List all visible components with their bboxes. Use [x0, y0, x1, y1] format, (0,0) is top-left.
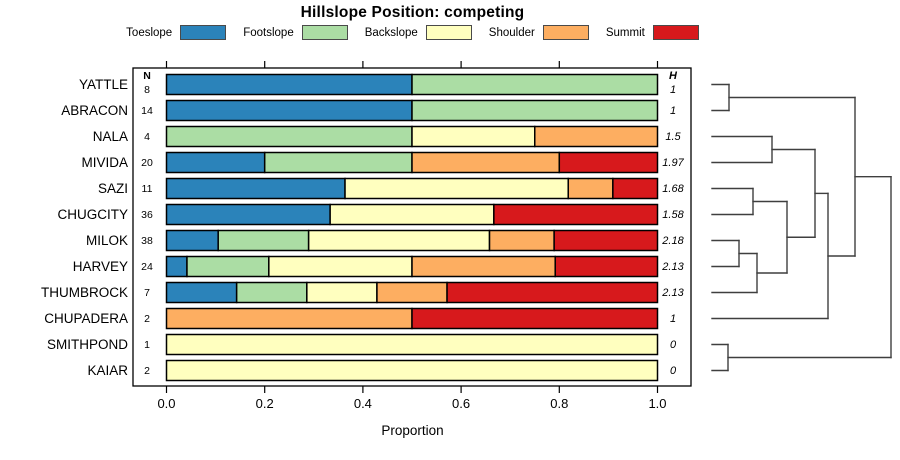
- n-value: 2: [144, 312, 150, 325]
- bar-segment-summit: [558, 151, 659, 174]
- n-value: 2: [144, 364, 150, 377]
- h-value: 1: [669, 312, 677, 325]
- legend-item: Backslope: [365, 25, 472, 40]
- h-value: 1.68: [662, 182, 684, 195]
- plot-box: [132, 67, 692, 387]
- h-value: 0: [669, 338, 677, 351]
- n-value: 20: [141, 156, 153, 169]
- legend-label: Summit: [605, 26, 645, 39]
- h-column-header: H: [669, 70, 677, 82]
- legend-swatch-icon: [301, 25, 348, 40]
- legend-swatch-icon: [542, 25, 589, 40]
- h-value: 1.58: [662, 208, 684, 221]
- bar-segment-summit: [411, 307, 659, 330]
- bar-segment-summit: [553, 229, 659, 252]
- legend-label: Backslope: [364, 26, 418, 39]
- legend-label: Toeslope: [126, 26, 173, 39]
- x-tick-label: 0.0: [157, 396, 176, 411]
- legend-item: Shoulder: [489, 25, 589, 40]
- row-label: SMITHPOND: [47, 336, 128, 352]
- h-value: 1.5: [665, 130, 681, 143]
- n-value: 14: [141, 104, 153, 117]
- legend-swatch-icon: [652, 25, 699, 40]
- row-label: CHUGCITY: [57, 206, 129, 222]
- row-label: KAIAR: [87, 362, 128, 378]
- bar-segment-summit: [493, 203, 659, 226]
- row-label: MILOK: [85, 232, 128, 248]
- bar-segment-backslope: [165, 333, 659, 356]
- n-value: 8: [144, 84, 150, 96]
- legend-item: Toeslope: [126, 25, 227, 40]
- bar-segment-summit: [612, 177, 659, 200]
- legend-label: Footslope: [243, 26, 294, 39]
- n-value: 7: [144, 286, 150, 299]
- h-value: 2.13: [662, 286, 684, 299]
- row-label: CHUPADERA: [44, 310, 128, 326]
- row-label: YATTLE: [78, 76, 128, 92]
- h-value: 0: [669, 364, 677, 377]
- x-tick-label: 0.4: [353, 396, 372, 411]
- n-value: 1: [144, 338, 150, 351]
- bar-segment-shoulder: [534, 125, 659, 148]
- chart-title: Hillslope Position: competing: [300, 4, 525, 21]
- legend-swatch-icon: [425, 25, 472, 40]
- bar-segment-footslope: [411, 99, 659, 122]
- bar-segment-summit: [446, 281, 659, 304]
- n-value: 38: [141, 234, 153, 247]
- h-value: 2.18: [662, 234, 684, 247]
- row-label: HARVEY: [72, 258, 128, 274]
- row-label: NALA: [92, 128, 128, 144]
- h-value: 2.13: [662, 260, 684, 273]
- legend-swatch-icon: [180, 25, 227, 40]
- n-column-header: N: [143, 70, 151, 82]
- h-value: 1.97: [662, 156, 684, 169]
- bar-segment-footslope: [411, 73, 659, 96]
- bar-segment-backslope: [165, 359, 659, 382]
- n-value: 11: [141, 182, 153, 195]
- x-tick-label: 1.0: [648, 396, 667, 411]
- x-axis-title: Proportion: [381, 423, 444, 438]
- n-value: 36: [141, 208, 153, 221]
- x-tick-label: 0.6: [452, 396, 471, 411]
- row-label: THUMBROCK: [41, 284, 128, 300]
- legend: Toeslope Footslope Backslope Shoulder Summit: [0, 25, 825, 40]
- h-value: 1: [669, 84, 677, 96]
- legend-item: Summit: [606, 25, 699, 40]
- row-label: SAZI: [97, 180, 128, 196]
- h-value: 1: [669, 104, 677, 117]
- legend-item: Footslope: [243, 25, 348, 40]
- row-label: ABRACON: [61, 102, 128, 118]
- row-label: MIVIDA: [81, 154, 128, 170]
- n-value: 4: [144, 130, 150, 143]
- x-tick-label: 0.2: [255, 396, 274, 411]
- n-value: 24: [141, 260, 153, 273]
- x-tick-label: 0.8: [550, 396, 569, 411]
- legend-label: Shoulder: [488, 26, 535, 39]
- bar-segment-summit: [554, 255, 659, 278]
